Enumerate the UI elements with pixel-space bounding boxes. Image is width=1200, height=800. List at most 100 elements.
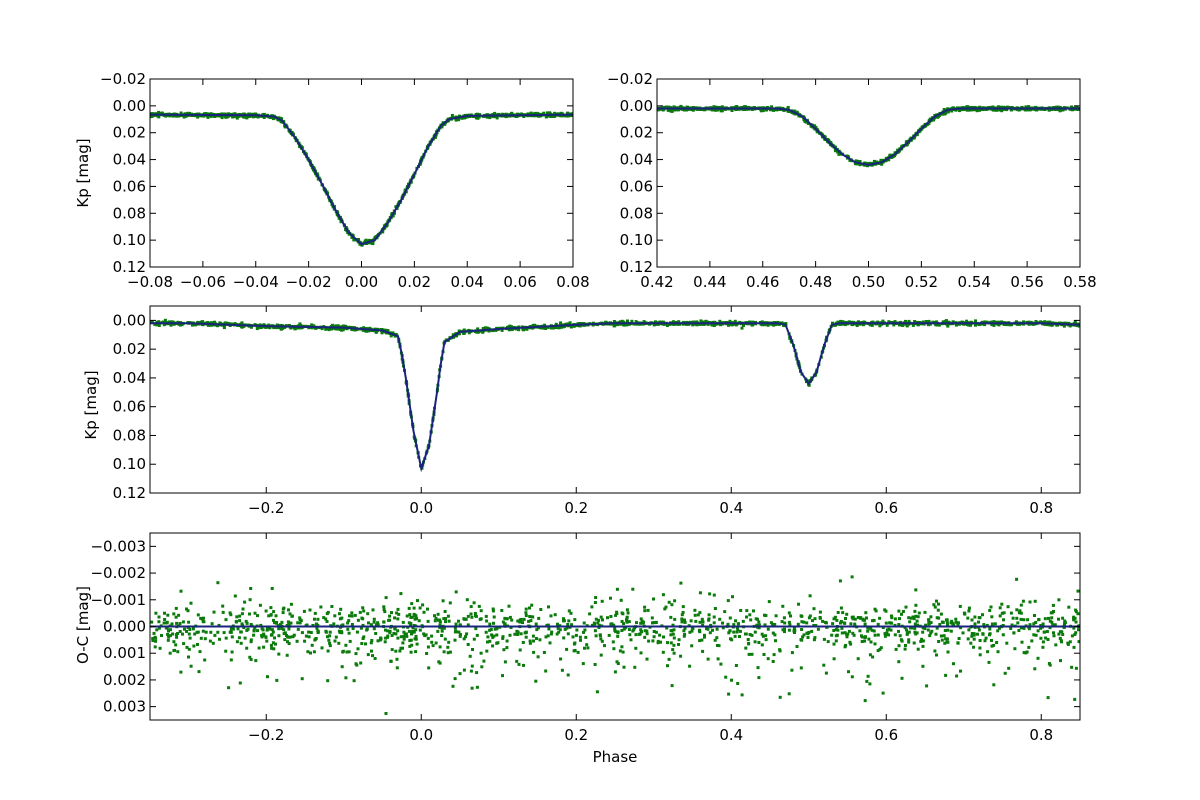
residual-point	[997, 626, 1001, 630]
residual-point	[253, 611, 257, 615]
residual-point	[359, 626, 363, 630]
residual-point	[204, 630, 208, 634]
residual-point	[328, 644, 332, 648]
residual-point	[835, 633, 839, 637]
residual-point	[409, 650, 413, 654]
residual-point	[783, 630, 786, 634]
residual-point	[978, 616, 982, 620]
residual-point	[356, 647, 360, 651]
residual-point	[359, 661, 363, 665]
residual-point	[878, 616, 882, 620]
residual-point	[1074, 666, 1078, 670]
residual-point	[601, 618, 604, 622]
residual-point	[688, 630, 692, 634]
residual-point	[465, 632, 469, 636]
residual-point	[985, 623, 989, 627]
residual-point	[625, 615, 629, 619]
data-point	[364, 329, 368, 333]
residual-point	[181, 632, 184, 636]
residual-point	[647, 639, 651, 643]
residuals-ylabel: O-C [mag]	[74, 586, 92, 664]
residual-point	[1027, 645, 1031, 649]
residual-point	[1051, 603, 1055, 607]
y-tick-label: 0.00	[620, 97, 653, 115]
residual-point	[760, 643, 764, 647]
residual-point	[187, 632, 191, 636]
residual-point	[1057, 598, 1061, 602]
residual-point	[839, 620, 843, 623]
residual-point	[324, 617, 328, 621]
residual-point	[927, 618, 931, 622]
data-point	[1022, 320, 1026, 324]
data-point	[1073, 320, 1077, 323]
residual-point	[978, 639, 982, 642]
residual-point	[698, 611, 702, 615]
residual-point	[750, 633, 754, 637]
residuals-xlabel: Phase	[593, 748, 638, 766]
residual-point	[412, 630, 416, 634]
residual-point	[970, 618, 974, 622]
residual-point	[244, 619, 248, 623]
data-point	[157, 324, 161, 327]
residual-point	[528, 641, 532, 645]
residual-point	[627, 628, 631, 631]
residual-point	[367, 621, 370, 625]
residual-point	[716, 657, 720, 661]
residual-point	[730, 678, 733, 682]
data-point	[975, 109, 979, 113]
data-point	[559, 321, 563, 325]
residual-point	[1002, 618, 1005, 622]
residual-point	[900, 676, 904, 680]
residual-point	[967, 609, 971, 613]
x-tick-label: 0.4	[719, 499, 743, 517]
residual-point	[893, 623, 897, 627]
residual-point	[748, 613, 752, 617]
residual-point	[590, 623, 594, 627]
residual-point	[864, 611, 868, 615]
residual-point	[399, 592, 403, 596]
residual-point	[698, 639, 702, 643]
residual-point	[265, 628, 269, 632]
residual-point	[442, 617, 446, 621]
residual-point	[996, 650, 1000, 654]
residual-point	[757, 623, 761, 627]
residual-point	[1072, 617, 1076, 621]
residual-point	[916, 647, 920, 651]
data-point	[612, 323, 616, 327]
residual-point	[186, 609, 190, 613]
residual-point	[851, 631, 855, 635]
residual-point	[631, 629, 635, 633]
data-point	[699, 319, 703, 323]
residual-point	[230, 650, 234, 654]
residual-point	[585, 643, 589, 647]
data-point	[712, 324, 716, 327]
residual-point	[873, 633, 877, 637]
residual-point	[831, 622, 835, 626]
residual-point	[510, 618, 514, 622]
residual-point	[372, 617, 376, 621]
residual-point	[361, 623, 365, 627]
residual-point	[448, 650, 452, 654]
data-point	[915, 133, 919, 137]
residual-point	[913, 626, 917, 630]
data-point	[802, 117, 806, 121]
residual-point	[937, 602, 940, 606]
y-tick-label: 0.06	[113, 177, 146, 195]
residual-point	[810, 629, 814, 633]
data-point	[491, 329, 495, 333]
residual-point	[222, 631, 226, 635]
residual-point	[458, 672, 462, 676]
residual-point	[1042, 630, 1046, 634]
residual-point	[346, 621, 350, 625]
residual-point	[1070, 634, 1074, 638]
residual-point	[1074, 631, 1078, 635]
residual-point	[224, 636, 228, 640]
residual-point	[946, 623, 949, 627]
residual-point	[288, 612, 292, 616]
residual-point	[928, 634, 932, 638]
residual-point	[673, 599, 677, 603]
residual-point	[706, 627, 710, 631]
residual-point	[746, 638, 750, 641]
y-tick-label: 0.12	[620, 258, 653, 276]
data-point	[999, 105, 1003, 109]
